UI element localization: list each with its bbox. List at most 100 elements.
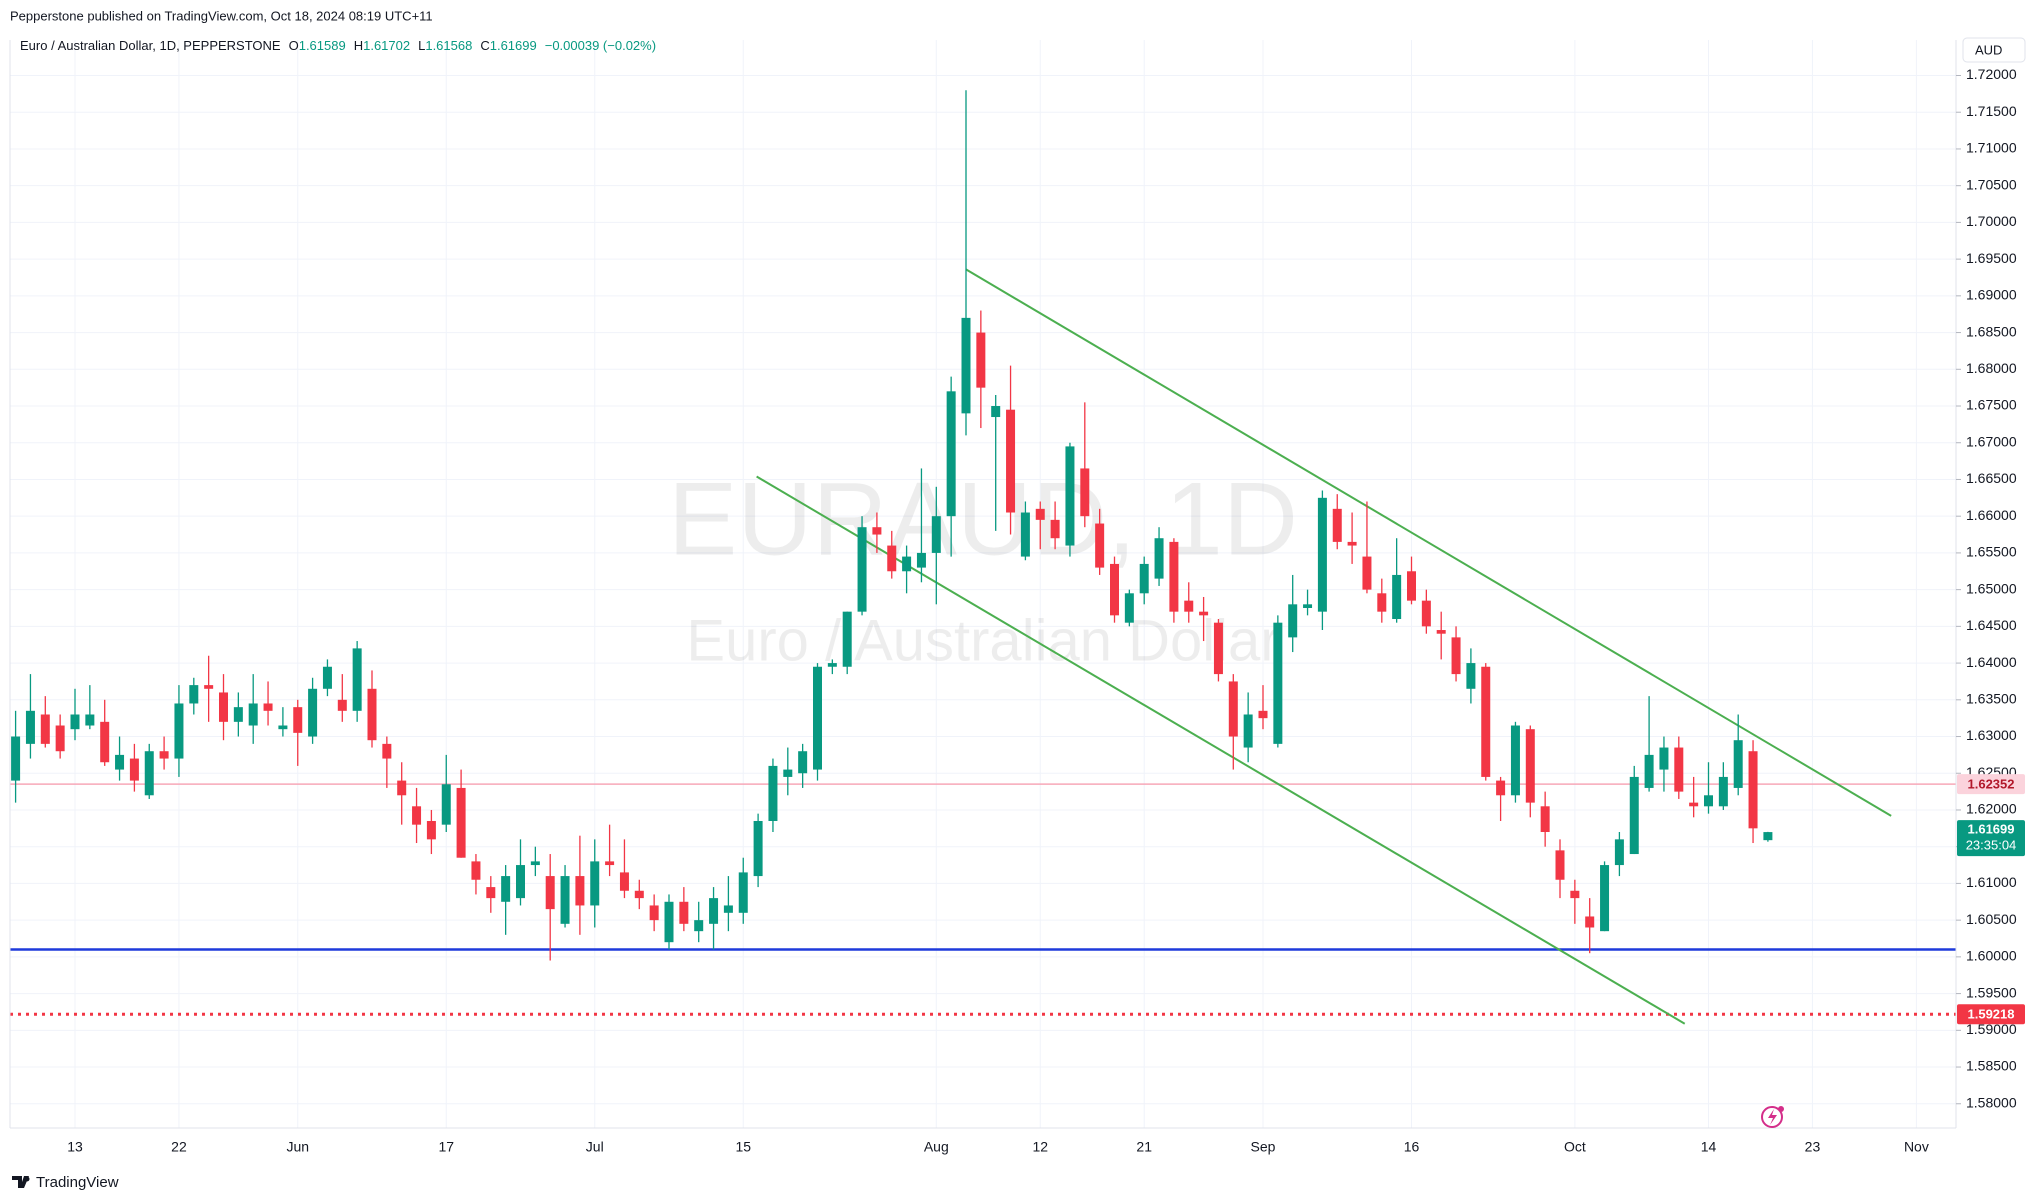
candle-body xyxy=(1525,729,1535,803)
candle-body xyxy=(827,663,837,667)
candle-body xyxy=(189,685,199,704)
candle-body xyxy=(1110,563,1119,616)
y-tick-label: 1.65000 xyxy=(1966,580,2017,596)
candle-body xyxy=(40,714,50,744)
candle-body xyxy=(1763,832,1773,841)
trendline xyxy=(756,475,1686,1025)
candle-body xyxy=(1347,541,1357,546)
candle-body xyxy=(1213,622,1223,675)
candle-body xyxy=(456,787,466,858)
y-tick-label: 1.62000 xyxy=(1966,801,2017,817)
x-tick-label: Jul xyxy=(586,1139,604,1155)
grid xyxy=(10,40,1956,1128)
candle-body xyxy=(11,736,21,781)
x-tick-label: Jun xyxy=(286,1139,309,1155)
y-tick-label: 1.59500 xyxy=(1966,984,2017,1000)
watermark-symbol: EURAUD, 1D xyxy=(668,461,1298,577)
alert-bolt xyxy=(1768,1109,1777,1125)
candle-body xyxy=(1689,802,1699,807)
candle-body xyxy=(322,666,332,689)
candle-body xyxy=(887,545,897,572)
x-tick-label: 23 xyxy=(1805,1139,1821,1155)
candle-body xyxy=(1006,409,1016,513)
x-tick-label: Aug xyxy=(924,1139,949,1155)
watermark: EURAUD, 1D Euro / Australian Dollar xyxy=(668,461,1298,673)
alert-icon[interactable] xyxy=(1761,1106,1784,1128)
y-tick-label: 1.60500 xyxy=(1966,911,2017,927)
legend-key: H xyxy=(354,38,363,53)
x-tick-label: 12 xyxy=(1032,1139,1048,1155)
y-tick-label: 1.60000 xyxy=(1966,948,2017,964)
candle-body xyxy=(991,406,1001,418)
y-tick-label: 1.64000 xyxy=(1966,654,2017,670)
candle-body xyxy=(471,861,481,880)
candle-body xyxy=(1540,806,1550,833)
candle-body xyxy=(516,865,525,899)
candle-body xyxy=(753,820,763,877)
y-tick-label: 1.58500 xyxy=(1966,1058,2017,1074)
candle-body xyxy=(709,898,719,924)
legend-key: L xyxy=(418,38,425,53)
price-label-box xyxy=(1957,774,2025,795)
legend-title: Euro / Australian Dollar, 1D, PEPPERSTON… xyxy=(20,38,281,53)
x-tick-label: 15 xyxy=(735,1139,751,1155)
candle-body xyxy=(590,861,600,906)
y-tick-label: 1.61000 xyxy=(1966,874,2017,890)
candle-body xyxy=(25,710,35,744)
header: Pepperstone published on TradingView.com… xyxy=(10,8,433,23)
y-tick-label: 1.71000 xyxy=(1966,140,2017,156)
candle-body xyxy=(1496,780,1506,796)
x-tick-label: 21 xyxy=(1136,1139,1152,1155)
legend-key: O xyxy=(289,38,299,53)
candle-body xyxy=(115,754,125,770)
candle-body xyxy=(1570,890,1580,899)
currency-button[interactable] xyxy=(1962,37,2026,63)
x-tick-label: 22 xyxy=(171,1139,187,1155)
candle-body xyxy=(1585,916,1595,928)
candle-body xyxy=(738,872,748,913)
candle-body xyxy=(1228,681,1238,737)
watermark-description: Euro / Australian Dollar xyxy=(686,608,1279,673)
candle-body xyxy=(1080,468,1090,517)
x-tick-label: Sep xyxy=(1251,1139,1276,1155)
candle-body xyxy=(382,743,392,759)
y-tick-label: 1.64500 xyxy=(1966,617,2017,633)
candle-body xyxy=(100,721,110,763)
countdown: 23:35:04 xyxy=(1966,838,2017,853)
candle-body xyxy=(1466,663,1476,689)
candle-body xyxy=(1124,593,1134,623)
candle-body xyxy=(337,699,347,711)
currency: AUD xyxy=(1975,42,2002,57)
candle-body xyxy=(1243,714,1253,748)
candle-body xyxy=(248,703,258,726)
legend-value: 1.61589 xyxy=(299,38,346,53)
candle-body xyxy=(1154,538,1164,579)
candle-body xyxy=(619,872,629,891)
candle-body xyxy=(902,556,912,572)
x-tick-label: 16 xyxy=(1404,1139,1420,1155)
y-tick-label: 1.63500 xyxy=(1966,691,2017,707)
candle-body xyxy=(1451,637,1461,675)
price-label: 1.62352 xyxy=(1968,777,2015,792)
footer: TradingView xyxy=(36,1174,119,1191)
candle-body xyxy=(1273,622,1283,744)
candle-body xyxy=(1035,508,1045,520)
candle-body xyxy=(308,688,318,737)
candle-body xyxy=(1377,593,1387,612)
candle-body xyxy=(605,861,615,866)
candle-body xyxy=(768,765,778,821)
candle-body xyxy=(1392,574,1402,620)
plot xyxy=(10,90,1956,1025)
y-tick-label: 1.66000 xyxy=(1966,507,2017,523)
candle-body xyxy=(872,527,882,535)
candle-body xyxy=(1674,747,1684,792)
candle-body xyxy=(694,920,704,932)
candle-body xyxy=(144,751,154,796)
candle-body xyxy=(1555,850,1565,880)
candle-body xyxy=(219,692,228,722)
candle-body xyxy=(426,820,436,840)
last-price-box xyxy=(1957,820,2025,857)
candle-body xyxy=(1600,865,1610,932)
candle-body xyxy=(1614,839,1624,866)
